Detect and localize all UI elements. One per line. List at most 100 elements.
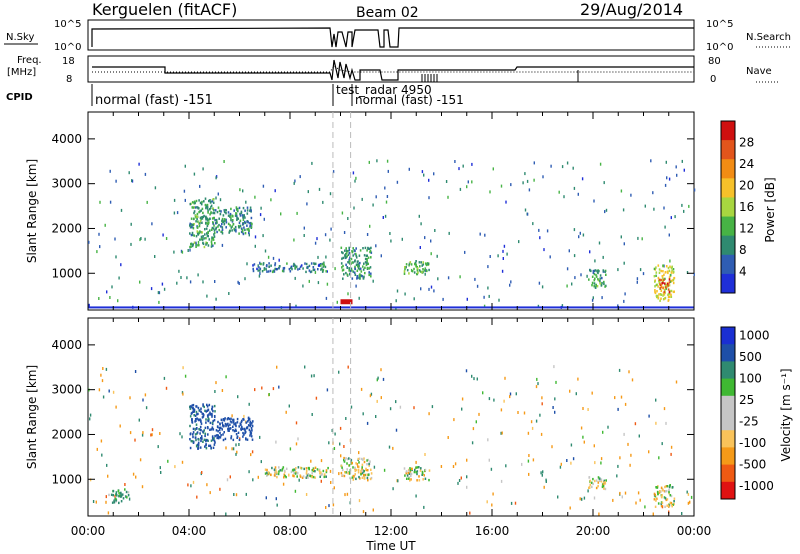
velocity-echo-point [388,445,391,449]
power-region-cell [662,294,664,297]
velocity-echo-point [195,444,198,448]
power-region-cell [203,200,205,203]
power-region-cell [357,260,359,263]
power-region-cell [599,274,602,277]
velocity-region-cell [370,472,373,475]
nsky-tick-bottom: 10^0 [54,42,81,53]
velocity-region-cell [592,482,594,486]
velocity-echo-point [570,443,573,447]
velocity-echo-point [345,417,347,420]
velocity-region-cell [366,459,368,462]
power-region-cell [590,269,592,273]
power-ylabel: Slant Range [km] [25,159,39,263]
velocity-echo-point [101,453,103,457]
velocity-echo-point [145,406,148,410]
power-region-cell [197,220,199,223]
power-region-cell [248,229,250,232]
power-region-cell [601,276,603,280]
velocity-region-cell [189,433,192,436]
power-region-cell [206,234,209,237]
power-echo-point [317,255,319,259]
velocity-region-cell [367,458,370,462]
power-region-cell [349,256,351,259]
power-echo-point [120,263,122,267]
power-region-cell [241,214,244,217]
velocity-region-cell [595,479,598,482]
velocity-echo-point [540,432,543,436]
power-echo-point [314,241,317,245]
power-echo-point [294,179,296,183]
velocity-echo-point [219,487,221,491]
power-region-cell [313,268,316,271]
power-region-cell [214,242,216,245]
nsky-strip: N.Sky 10^5 10^0 10^5 10^0 N.Search [4,19,791,53]
velocity-echo-point [311,413,313,416]
cpid-mode-2: test_radar 4950 [336,83,432,97]
freq-tick-bottom: 8 [66,74,72,85]
velocity-region-cell [113,499,115,502]
colorbar-segment [721,481,735,500]
power-region-cell [591,281,594,285]
power-region-cell [289,270,292,273]
power-region-cell [202,241,204,245]
power-region-cell [244,209,246,212]
power-echo-point [605,208,608,212]
power-echo-point [636,277,639,281]
power-region-cell [250,224,252,227]
velocity-region-cell [208,444,210,447]
x-axis-label: Time UT [365,539,416,553]
velocity-echo-point [487,438,489,442]
power-region-cell [189,224,191,227]
velocity-echo-point [493,398,495,402]
power-region-cell [672,270,675,274]
power-echo-point [539,236,541,240]
power-echo-point [242,189,244,193]
velocity-region-cell [346,468,348,471]
velocity-region-cell [233,429,236,433]
power-echo-point [580,273,582,277]
colorbar-segment [721,344,735,362]
power-region-cell [351,261,354,264]
power-echo-point [510,280,512,284]
cpid-mode-1: normal (fast) -151 [95,93,213,108]
velocity-region-cell [220,434,222,437]
power-region-cell [665,287,668,290]
freq-strip: Freq. [MHz] 18 8 80 0 Nave [7,55,778,85]
nsky-tick-top: 10^5 [54,19,81,30]
power-echo-point [173,198,176,202]
velocity-region-cell [660,486,663,489]
power-echo-point [665,160,667,164]
velocity-region-cell [198,418,200,422]
power-region-cell [345,256,347,259]
x-tick-label: 12:00 [374,524,409,538]
power-echo-point [326,282,329,286]
power-echo-point [186,276,188,280]
power-region-cell [362,268,365,271]
power-region-cell [672,290,675,294]
power-echo-point [488,294,490,298]
velocity-region-cell [407,471,410,475]
velocity-echo-point [196,495,198,499]
power-region-cell [362,265,364,268]
velocity-region-cell [209,428,211,431]
velocity-region-cell [213,443,216,446]
power-echo-point [151,222,153,226]
velocity-region-cell [363,460,366,464]
power-region-cell [313,262,315,265]
velocity-region-cell [225,424,227,428]
velocity-region-cell [591,481,593,484]
power-region-cell [403,272,406,275]
power-echo-point [245,200,247,204]
power-region-cell [250,216,253,220]
velocity-echo-point [591,391,593,395]
velocity-echo-point [232,447,235,451]
velocity-echo-point [192,480,195,484]
x-tick-label: 04:00 [172,524,207,538]
power-region-cell [193,234,195,237]
velocity-region-cell [211,415,213,418]
velocity-echo-point [360,387,363,391]
power-echo-point [683,168,685,172]
velocity-region-cell [207,439,209,442]
velocity-region-cell [600,478,603,481]
